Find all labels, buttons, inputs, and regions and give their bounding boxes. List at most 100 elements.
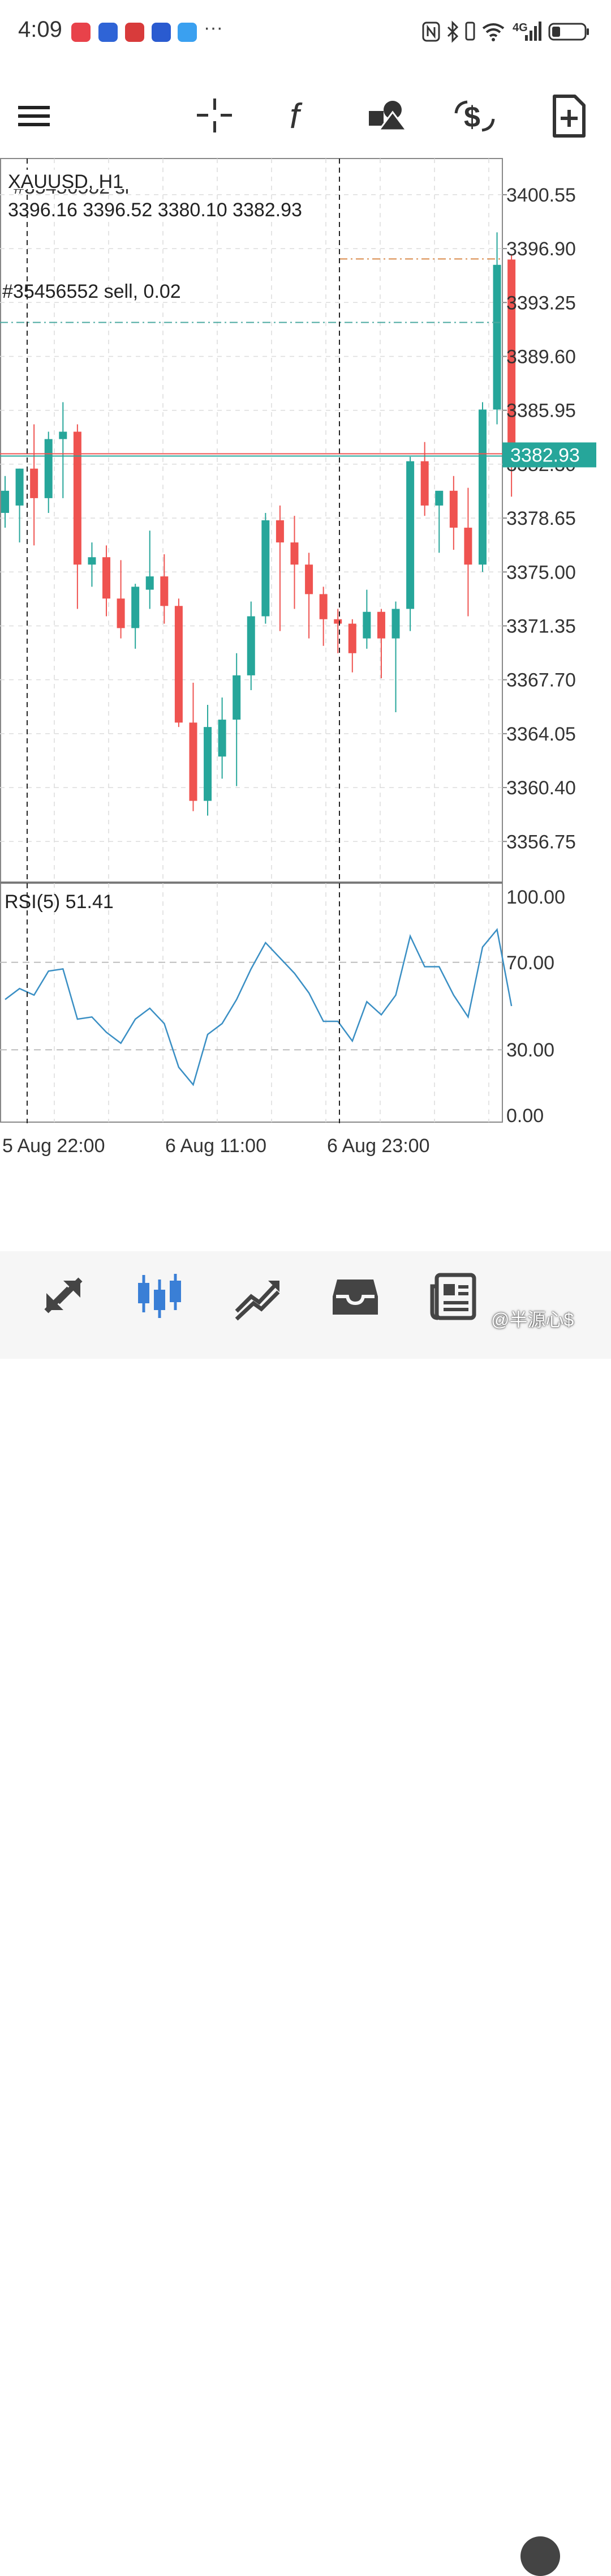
candle-body	[261, 520, 270, 617]
price-tick-label: 3378.65	[506, 508, 576, 529]
price-tick-label: 3371.35	[506, 615, 576, 637]
watermark-avatar	[520, 2536, 560, 2576]
rsi-tick-label: 30.00	[506, 1039, 554, 1061]
bluetooth-icon	[447, 20, 459, 43]
candle-body	[363, 611, 371, 639]
blue-app-icon	[152, 23, 171, 42]
indicators-icon[interactable]: f	[275, 91, 326, 142]
time-axis: 5 Aug 22:00 6 Aug 11:00 6 Aug 23:00	[2, 1135, 430, 1157]
candle	[160, 554, 169, 624]
time-tick-label: 6 Aug 11:00	[165, 1135, 266, 1157]
quotes-icon[interactable]	[35, 1267, 92, 1324]
candle-body	[435, 490, 444, 506]
candle	[435, 490, 444, 553]
candle	[377, 609, 385, 679]
signal-icon	[525, 22, 541, 41]
candle-body	[305, 564, 313, 594]
chart-icon[interactable]	[131, 1267, 188, 1324]
candle	[406, 456, 415, 631]
current-price-badge	[502, 442, 596, 468]
vibrate-icon	[465, 22, 475, 41]
candle-body	[204, 727, 212, 801]
chart-toolbar: f $	[0, 85, 611, 142]
menu-icon[interactable]	[9, 91, 60, 142]
price-tick-label: 3385.95	[506, 400, 576, 422]
candle-body	[319, 594, 328, 619]
candle	[420, 442, 429, 516]
candle-body	[334, 619, 342, 624]
cloud-app-icon	[178, 23, 197, 42]
status-more-icon: ···	[204, 17, 223, 38]
price-chart[interactable]: 3400.55 3396.90 3393.25 3389.60 3385.95 3382.…	[0, 157, 611, 1251]
candle	[59, 402, 67, 498]
symbol-label: XAUUSD, H1	[8, 171, 123, 192]
new-order-icon[interactable]	[543, 91, 594, 142]
battery-icon	[548, 23, 589, 41]
candle	[247, 601, 255, 690]
trade-icon[interactable]	[229, 1267, 285, 1324]
candle	[363, 589, 371, 649]
candle	[88, 542, 96, 587]
candle	[478, 402, 487, 572]
candle	[218, 697, 226, 779]
chart-grid	[0, 159, 502, 1122]
rsi-line	[5, 928, 513, 1086]
crosshair-icon[interactable]	[189, 91, 240, 142]
status-bar: 4:09 ··· 4G	[0, 0, 611, 62]
candle	[493, 232, 501, 425]
candle-body	[464, 528, 472, 565]
price-tick-label: 3396.90	[506, 238, 576, 260]
candle	[334, 609, 342, 653]
candles	[0, 232, 516, 816]
objects-icon[interactable]	[362, 91, 413, 142]
price-tick-label: 3360.40	[506, 777, 576, 799]
price-tick-label: 3389.60	[506, 346, 576, 367]
order-label[interactable]: #35456552 sell, 0.02	[2, 281, 181, 302]
candle-body	[1, 490, 9, 513]
candle-body	[30, 468, 38, 498]
candle	[261, 512, 270, 624]
candle	[174, 598, 183, 728]
time-tick-label: 5 Aug 22:00	[2, 1135, 105, 1157]
candle-body	[290, 542, 299, 565]
candle-body	[247, 616, 255, 675]
trade-icon[interactable]: $	[449, 91, 500, 142]
candle-body	[218, 720, 226, 757]
status-time: 4:09	[18, 17, 62, 42]
candle	[290, 516, 299, 609]
bottom-navigation	[0, 1251, 611, 2576]
candle-body	[348, 623, 356, 653]
candle-body	[145, 576, 154, 590]
rsi-tick-label: 70.00	[506, 952, 554, 974]
history-icon[interactable]	[327, 1267, 384, 1324]
candle	[44, 431, 53, 513]
price-axis: 3400.55 3396.90 3393.25 3389.60 3385.95 3382.…	[502, 185, 596, 853]
candle	[1, 476, 9, 528]
candle	[233, 653, 241, 786]
news-icon[interactable]	[425, 1267, 482, 1324]
price-tick-label: 3375.00	[506, 562, 576, 583]
candle	[189, 682, 197, 811]
svg-text:$: $	[464, 101, 480, 134]
candle-body	[478, 409, 487, 565]
watermark-text: @半源心$	[491, 1310, 574, 1330]
network-type: 4G	[513, 22, 528, 34]
candle-body	[15, 468, 24, 506]
candle	[449, 476, 458, 550]
rsi-tick-label: 100.00	[506, 887, 565, 908]
candle-body	[391, 609, 400, 639]
candle-body	[233, 675, 241, 720]
symbol-bg	[7, 170, 131, 189]
red-app-icon	[125, 23, 144, 42]
candle	[204, 705, 212, 816]
candle	[319, 587, 328, 646]
candle	[73, 424, 81, 609]
svg-text:f: f	[290, 97, 303, 136]
rsi-tick-label: 0.00	[506, 1105, 544, 1127]
candle-body	[493, 264, 501, 410]
candle-body	[59, 431, 67, 439]
candle	[15, 468, 24, 543]
candle	[276, 505, 284, 631]
candle-body	[507, 259, 516, 455]
candle-body	[131, 587, 140, 628]
